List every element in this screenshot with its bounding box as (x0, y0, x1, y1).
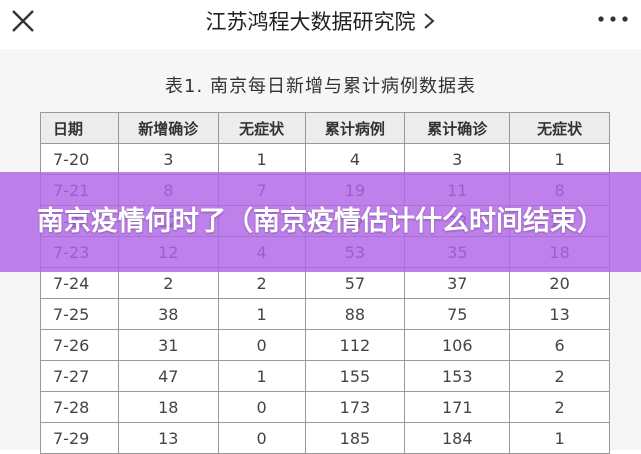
table-cell: 4 (304, 143, 406, 175)
table-cell: 153 (404, 360, 511, 392)
table-caption: 表1. 南京每日新增与累计病例数据表 (165, 76, 476, 97)
table-cell: 7-24 (40, 267, 119, 299)
table-cell: 7-27 (40, 360, 119, 392)
table-cell: 57 (304, 267, 406, 299)
table-cell: 1 (509, 143, 610, 175)
table-cell: 2 (217, 267, 306, 299)
table-cell: 0 (217, 422, 306, 454)
table-cell: 18 (117, 391, 219, 423)
table-cell: 112 (304, 329, 406, 361)
header-row: 日期 新增确诊 无症状 累计病例 累计确诊 无症状 (40, 112, 610, 144)
table-cell: 7-26 (40, 329, 119, 361)
table-cell: 13 (117, 422, 219, 454)
table-cell: 47 (117, 360, 219, 392)
table-cell: 1 (509, 422, 610, 454)
banner-text: 南京疫情何时了（南京疫情估计什么时间结束） (37, 206, 604, 237)
table-cell: 173 (304, 391, 406, 423)
table-cell: 185 (304, 422, 406, 454)
column-header: 无症状 (217, 112, 306, 144)
table-row: 7-28 18 0 173 171 2 (40, 391, 610, 423)
account-title[interactable]: 江苏鸿程大数据研究院 (0, 0, 641, 44)
title-text[interactable]: 江苏鸿程大数据研究院 (205, 10, 416, 34)
table-cell: 1 (217, 360, 306, 392)
table-cell: 0 (217, 329, 306, 361)
table-cell: 2 (509, 360, 610, 392)
table-cell: 1 (217, 143, 306, 175)
table-cell: 1 (217, 298, 306, 330)
top-bar: 江苏鸿程大数据研究院 (0, 0, 641, 51)
table-row: 7-20 3 1 4 3 1 (40, 143, 610, 175)
table-cell: 0 (217, 391, 306, 423)
table-cell: 31 (117, 329, 219, 361)
table-row: 7-27 47 1 155 153 2 (40, 360, 610, 392)
table-cell: 3 (404, 143, 511, 175)
table-cell: 38 (117, 298, 219, 330)
table-row: 7-24 2 2 57 37 20 (40, 267, 610, 299)
table-row: 7-25 38 1 88 75 13 (40, 298, 610, 330)
title-banner: 南京疫情何时了（南京疫情估计什么时间结束） (0, 172, 641, 272)
table-cell: 2 (117, 267, 219, 299)
close-button[interactable] (10, 8, 36, 34)
column-header: 无症状 (509, 112, 610, 144)
table-row: 7-26 31 0 112 106 6 (40, 329, 610, 361)
table-cell: 3 (117, 143, 219, 175)
table-cell: 2 (509, 391, 610, 423)
table-row: 7-29 13 0 185 184 1 (40, 422, 610, 454)
more-button[interactable] (596, 14, 630, 24)
table-cell: 7-25 (40, 298, 119, 330)
table-cell: 155 (304, 360, 406, 392)
table-cell: 184 (404, 422, 511, 454)
table-cell: 171 (404, 391, 511, 423)
column-header: 累计病例 (304, 112, 406, 144)
table-cell: 7-20 (40, 143, 119, 175)
table-cell: 6 (509, 329, 610, 361)
table-cell: 75 (404, 298, 511, 330)
table-cell: 37 (404, 267, 511, 299)
column-header: 新增确诊 (117, 112, 219, 144)
table-cell: 20 (509, 267, 610, 299)
chevron (423, 13, 435, 29)
column-header: 累计确诊 (404, 112, 511, 144)
table-cell: 7-29 (40, 422, 119, 454)
table-cell: 13 (509, 298, 610, 330)
column-header: 日期 (40, 112, 119, 144)
table-cell: 88 (304, 298, 406, 330)
table-cell: 7-28 (40, 391, 119, 423)
table-cell: 106 (404, 329, 511, 361)
